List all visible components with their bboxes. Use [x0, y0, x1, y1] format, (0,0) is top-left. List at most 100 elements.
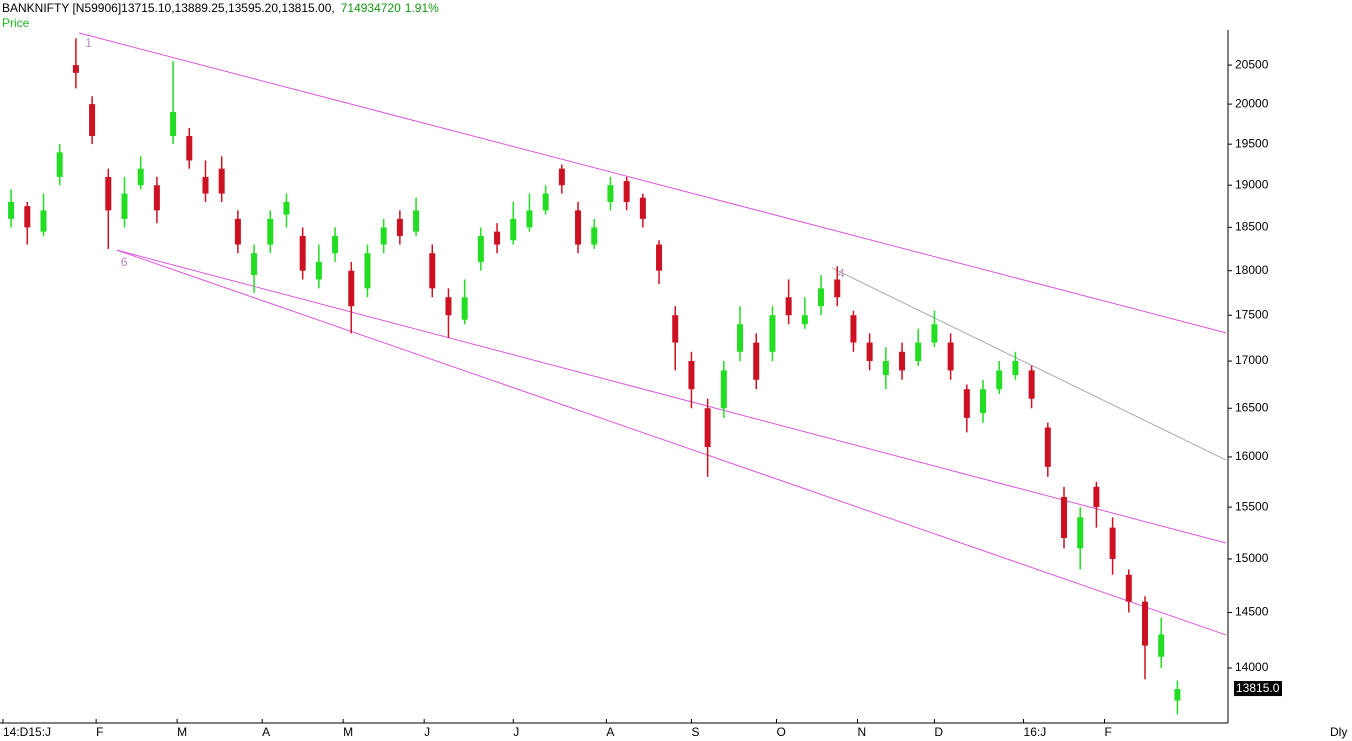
y-tick-label: 19000 [1235, 177, 1269, 191]
candle-body [170, 112, 177, 137]
candle-body [105, 176, 112, 211]
annotation: 1 [85, 36, 92, 50]
volume-text: 714934720 [341, 1, 401, 15]
candle-body [704, 408, 711, 448]
x-tick-label: 16:J [1024, 725, 1047, 739]
candle-body [607, 185, 614, 202]
y-tick-label: 19500 [1235, 136, 1269, 150]
chart-header: BANKNIFTY [N59906]13715.10,13889.25,1359… [2, 1, 439, 15]
candle-body [769, 315, 776, 352]
annotation: 6 [121, 255, 128, 269]
candle-body [283, 201, 290, 215]
y-tick-label: 16000 [1235, 449, 1269, 463]
trendline [831, 267, 1227, 461]
x-tick-label: N [857, 725, 866, 739]
candle-body [234, 218, 241, 245]
x-tick-label: F [1105, 725, 1112, 739]
candle-body [477, 235, 484, 262]
series-label: Price [2, 16, 30, 30]
candle-body [996, 370, 1003, 390]
candle-body [639, 197, 646, 219]
candle-body [1109, 527, 1116, 559]
y-tick-label: 18000 [1235, 263, 1269, 277]
price-box-label: 13815.0 [1236, 681, 1280, 695]
candle-body [40, 210, 47, 232]
candle-body [656, 244, 663, 271]
trendline [116, 249, 1227, 544]
x-tick-label: A [262, 725, 270, 739]
candle-body [882, 361, 889, 376]
y-tick-label: 20000 [1235, 96, 1269, 110]
candle-body [251, 253, 258, 276]
candle-body [850, 315, 857, 343]
candle-body [202, 176, 209, 194]
y-tick-label: 20500 [1235, 57, 1269, 71]
candle-body [89, 104, 96, 137]
candle-body [1125, 574, 1132, 602]
x-tick-label: O [776, 725, 785, 739]
candle-body [899, 351, 906, 371]
y-tick-label: 18500 [1235, 220, 1269, 234]
candle-body [348, 270, 355, 307]
trendline [116, 249, 1227, 636]
period-label: Dly [1330, 725, 1347, 739]
candle-body [429, 253, 436, 289]
annotation: 4 [838, 266, 845, 280]
candle-body [413, 210, 420, 232]
candle-body [1028, 370, 1035, 399]
candle-body [963, 389, 970, 418]
candle-body [137, 168, 144, 186]
candle-body [818, 288, 825, 307]
candle-body [332, 235, 339, 254]
candle-body [1142, 601, 1149, 646]
y-tick-label: 14000 [1235, 660, 1269, 674]
y-tick-label: 16500 [1235, 400, 1269, 414]
candle-body [299, 235, 306, 271]
symbol: BANKNIFTY [N59906] [2, 1, 121, 15]
candle-body [267, 218, 274, 245]
candle-body [672, 315, 679, 343]
candle-body [445, 297, 452, 316]
candle-body [623, 181, 630, 202]
candle-body [1077, 517, 1084, 549]
candle-body [1158, 634, 1165, 657]
candle-body [1174, 689, 1181, 701]
candle-body [1044, 427, 1051, 467]
candle-body [315, 261, 322, 280]
y-tick-label: 17500 [1235, 307, 1269, 321]
y-tick-label: 15000 [1235, 551, 1269, 565]
candle-body [688, 361, 695, 390]
candle-body [915, 342, 922, 362]
trendline [79, 32, 1227, 334]
candle-body [591, 227, 598, 245]
candle-body [153, 185, 160, 211]
change-text: 1.91% [405, 1, 439, 15]
candle-body [1012, 361, 1019, 376]
candle-body [1061, 496, 1068, 538]
candle-body [737, 324, 744, 352]
candle-body [526, 210, 533, 228]
candle-body [396, 218, 403, 236]
y-tick-label: 15500 [1235, 499, 1269, 513]
candle-body [510, 218, 517, 241]
candle-body [558, 168, 565, 186]
candle-body [785, 297, 792, 316]
candle-body [947, 342, 954, 371]
x-tick-label: S [691, 725, 699, 739]
candle-body [866, 342, 873, 362]
candle-body [121, 193, 128, 219]
x-tick-label: J [513, 725, 519, 739]
candle-body [494, 231, 501, 245]
candle-body [801, 315, 808, 325]
candle-body [1093, 486, 1100, 508]
x-tick-label: J [424, 725, 430, 739]
price-box [1234, 681, 1282, 697]
candle-body [931, 324, 938, 343]
candle-body [720, 370, 727, 409]
candle-body [364, 253, 371, 289]
x-tick-label: M [343, 725, 353, 739]
candle-body [72, 65, 79, 73]
